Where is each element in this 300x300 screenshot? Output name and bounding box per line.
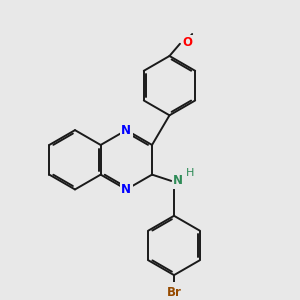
Text: N: N — [122, 124, 131, 136]
Text: Br: Br — [167, 286, 182, 299]
Text: N: N — [122, 183, 131, 196]
Text: H: H — [186, 168, 195, 178]
Text: N: N — [173, 174, 183, 188]
Text: O: O — [183, 35, 193, 49]
